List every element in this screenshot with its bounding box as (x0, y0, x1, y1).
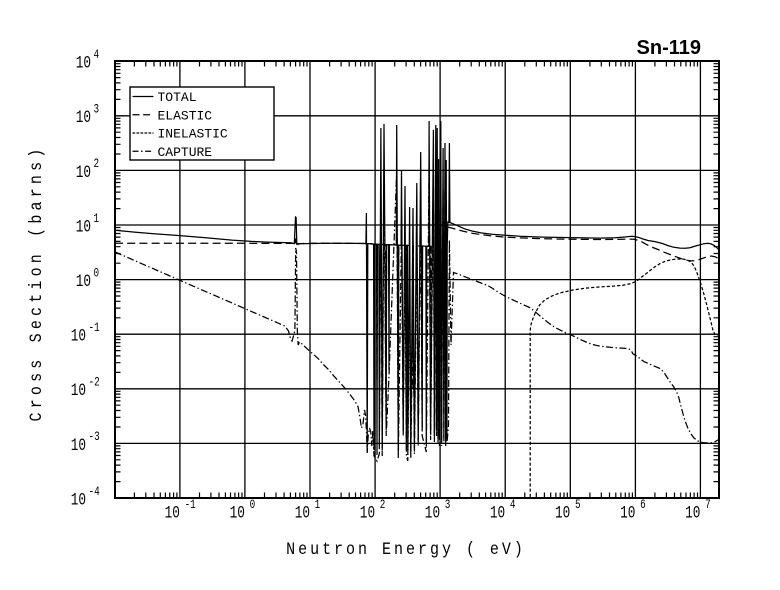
svg-text:10: 10 (295, 503, 310, 524)
svg-text:10: 10 (71, 489, 86, 510)
svg-text:4: 4 (94, 48, 100, 63)
svg-text:10: 10 (425, 503, 440, 524)
svg-text:3: 3 (94, 102, 100, 117)
svg-text:10: 10 (360, 503, 375, 524)
svg-text:10: 10 (230, 503, 245, 524)
svg-text:4: 4 (510, 498, 516, 513)
svg-text:10: 10 (76, 53, 91, 74)
svg-text:1: 1 (315, 498, 321, 513)
svg-text:10: 10 (620, 503, 635, 524)
svg-text:CAPTURE: CAPTURE (158, 145, 213, 160)
svg-text:TOTAL: TOTAL (158, 90, 197, 105)
svg-text:7: 7 (705, 498, 711, 513)
svg-text:-2: -2 (89, 375, 100, 390)
svg-text:INELASTIC: INELASTIC (158, 127, 228, 142)
svg-text:2: 2 (380, 498, 386, 513)
svg-text:0: 0 (250, 498, 256, 513)
svg-text:10: 10 (165, 503, 180, 524)
svg-text:10: 10 (555, 503, 570, 524)
svg-text:10: 10 (76, 107, 91, 128)
svg-text:10: 10 (76, 216, 91, 237)
svg-text:6: 6 (640, 498, 646, 513)
svg-text:2: 2 (94, 157, 100, 172)
svg-text:ELASTIC: ELASTIC (158, 109, 213, 124)
svg-text:10: 10 (71, 380, 86, 401)
svg-text:-3: -3 (89, 430, 100, 445)
svg-text:10: 10 (71, 435, 86, 456)
svg-text:1: 1 (94, 211, 100, 226)
svg-text:10: 10 (685, 503, 700, 524)
svg-text:0: 0 (94, 266, 100, 281)
svg-text:10: 10 (71, 326, 86, 347)
svg-text:3: 3 (445, 498, 451, 513)
svg-text:Sn-119: Sn-119 (637, 37, 701, 59)
svg-text:-1: -1 (89, 321, 100, 336)
svg-text:Cross Section (barns): Cross Section (barns) (26, 145, 47, 422)
svg-text:5: 5 (575, 498, 581, 513)
svg-text:-4: -4 (89, 484, 100, 499)
svg-text:-1: -1 (185, 498, 196, 513)
svg-text:10: 10 (76, 271, 91, 292)
svg-text:10: 10 (76, 162, 91, 183)
svg-text:Neutron Energy ( eV): Neutron Energy ( eV) (286, 539, 526, 560)
svg-text:10: 10 (490, 503, 505, 524)
